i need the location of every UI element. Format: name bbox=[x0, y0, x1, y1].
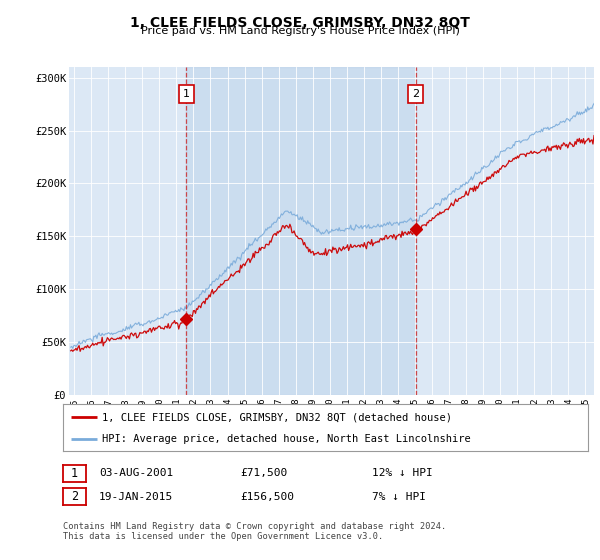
Text: HPI: Average price, detached house, North East Lincolnshire: HPI: Average price, detached house, Nort… bbox=[103, 434, 471, 444]
Text: 1, CLEE FIELDS CLOSE, GRIMSBY, DN32 8QT: 1, CLEE FIELDS CLOSE, GRIMSBY, DN32 8QT bbox=[130, 16, 470, 30]
Text: 03-AUG-2001: 03-AUG-2001 bbox=[99, 468, 173, 478]
Text: 12% ↓ HPI: 12% ↓ HPI bbox=[372, 468, 433, 478]
Text: Price paid vs. HM Land Registry's House Price Index (HPI): Price paid vs. HM Land Registry's House … bbox=[140, 26, 460, 36]
Text: 1: 1 bbox=[71, 466, 78, 480]
Bar bbox=[186, 67, 416, 395]
Text: 7% ↓ HPI: 7% ↓ HPI bbox=[372, 492, 426, 502]
Text: 1, CLEE FIELDS CLOSE, GRIMSBY, DN32 8QT (detached house): 1, CLEE FIELDS CLOSE, GRIMSBY, DN32 8QT … bbox=[103, 412, 452, 422]
Text: 2: 2 bbox=[71, 490, 78, 503]
Text: £156,500: £156,500 bbox=[240, 492, 294, 502]
Text: £71,500: £71,500 bbox=[240, 468, 287, 478]
Text: 2: 2 bbox=[412, 88, 419, 99]
Text: 1: 1 bbox=[183, 88, 190, 99]
Text: Contains HM Land Registry data © Crown copyright and database right 2024.
This d: Contains HM Land Registry data © Crown c… bbox=[63, 522, 446, 542]
Text: 19-JAN-2015: 19-JAN-2015 bbox=[99, 492, 173, 502]
